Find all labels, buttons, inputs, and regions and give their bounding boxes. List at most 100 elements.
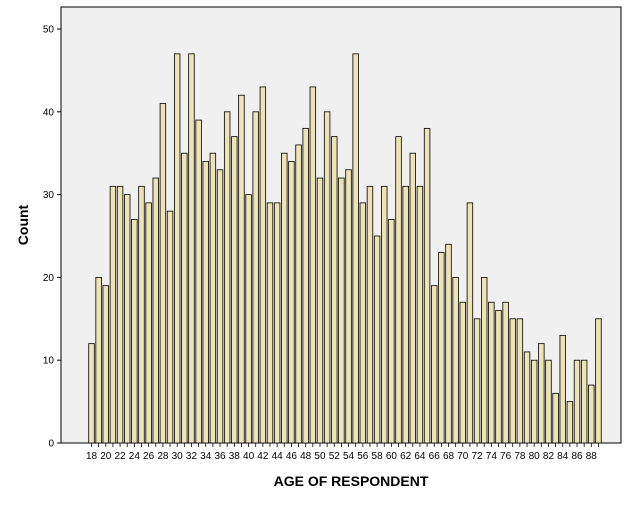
x-tick-label: 34 <box>200 451 212 462</box>
bar-age-36 <box>216 169 224 444</box>
bar-age-22 <box>116 185 124 444</box>
bar-age-85 <box>566 401 574 444</box>
bar-age-50 <box>316 177 324 444</box>
bar-age-47 <box>295 144 302 444</box>
y-axis-title: Count <box>15 204 31 245</box>
x-tick-label: 40 <box>243 451 255 462</box>
bar-age-43 <box>266 202 274 444</box>
bar-age-78 <box>516 318 524 444</box>
bar-age-83 <box>552 392 559 444</box>
x-tick-label: 74 <box>486 451 498 462</box>
x-tick-label: 72 <box>471 451 483 462</box>
bar-age-67 <box>438 252 445 444</box>
bar-age-52 <box>331 136 338 444</box>
x-tick-label: 52 <box>329 451 341 462</box>
bar-age-71 <box>466 202 474 444</box>
bar-age-25 <box>138 185 145 444</box>
bar-age-51 <box>323 111 331 444</box>
x-tick-label: 68 <box>443 451 455 462</box>
bar-age-73 <box>480 276 488 444</box>
x-tick-label: 64 <box>414 451 426 462</box>
bar-age-74 <box>488 301 495 444</box>
bar-age-86 <box>573 359 581 444</box>
bar-age-33 <box>195 119 202 444</box>
bar-age-70 <box>459 301 466 444</box>
bar-age-64 <box>416 185 424 444</box>
bar-age-34 <box>202 161 209 444</box>
x-tick-label: 70 <box>457 451 469 462</box>
bar-age-26 <box>145 202 152 444</box>
bar-age-45 <box>281 152 288 444</box>
bar-age-57 <box>366 185 374 444</box>
x-tick-label: 56 <box>357 451 369 462</box>
x-tick-label: 54 <box>343 451 355 462</box>
bar-age-55 <box>352 53 359 444</box>
bar-age-59 <box>381 185 388 444</box>
x-tick-label: 86 <box>571 451 583 462</box>
bar-age-76 <box>502 301 509 444</box>
bar-age-75 <box>495 310 502 444</box>
y-tick-label: 30 <box>43 190 55 201</box>
bar-age-61 <box>395 136 402 444</box>
bar-age-65 <box>423 127 431 444</box>
bar-age-41 <box>252 111 259 444</box>
bar-age-24 <box>131 219 138 444</box>
bar-age-82 <box>545 359 552 444</box>
bar-age-44 <box>273 202 281 444</box>
x-tick-label: 80 <box>529 451 541 462</box>
bar-age-18 <box>88 343 95 444</box>
x-tick-label: 36 <box>214 451 226 462</box>
x-tick-label: 26 <box>143 451 155 462</box>
x-tick-label: 24 <box>129 451 141 462</box>
bar-age-30 <box>173 53 181 444</box>
bar-age-56 <box>359 202 367 444</box>
bar-age-87 <box>580 359 588 444</box>
bar-age-60 <box>388 219 395 444</box>
bar-age-53 <box>338 177 345 444</box>
y-tick-label: 10 <box>43 356 55 367</box>
x-tick-label: 60 <box>386 451 398 462</box>
bar-age-66 <box>431 285 438 444</box>
bar-age-88 <box>588 384 595 444</box>
bar-age-35 <box>209 152 217 444</box>
bar-age-23 <box>124 194 131 444</box>
bar-age-39 <box>238 94 245 444</box>
x-tick-label: 22 <box>114 451 126 462</box>
x-axis-title: AGE OF RESPONDENT <box>274 473 429 489</box>
x-tick-label: 46 <box>286 451 298 462</box>
bar-age-42 <box>259 86 267 444</box>
bar-age-84 <box>559 334 566 444</box>
x-tick-label: 44 <box>272 451 284 462</box>
bar-age-46 <box>288 161 295 444</box>
y-axis: 0 10 20 30 40 50 <box>43 25 61 450</box>
bar-age-49 <box>309 86 317 444</box>
bar-age-62 <box>402 185 409 444</box>
bar-age-54 <box>345 169 352 444</box>
bar-age-79 <box>523 351 531 444</box>
x-tick-label: 30 <box>172 451 184 462</box>
x-tick-label: 32 <box>186 451 198 462</box>
bar-age-72 <box>473 318 481 444</box>
bar-age-69 <box>452 276 459 444</box>
x-tick-label: 84 <box>557 451 569 462</box>
x-tick-label: 66 <box>429 451 441 462</box>
bar-age-19 <box>95 276 102 444</box>
bar-age-48 <box>302 127 309 444</box>
bar-age-20 <box>102 285 109 444</box>
x-tick-label: 58 <box>372 451 384 462</box>
bar-age-68 <box>445 243 452 444</box>
x-axis: 18 20 22 24 26 28 30 32 34 36 38 40 42 44 46 48 50 52 54 56… <box>86 443 599 462</box>
x-tick-label: 88 <box>586 451 598 462</box>
bar-age-89 <box>595 318 602 444</box>
x-tick-label: 50 <box>314 451 326 462</box>
bar-age-80 <box>530 359 538 444</box>
bar-age-40 <box>245 194 252 444</box>
bar-age-81 <box>538 343 545 444</box>
bar-age-27 <box>152 177 159 444</box>
bar-age-29 <box>166 210 174 444</box>
bar-age-28 <box>159 103 167 444</box>
y-tick-label: 50 <box>43 25 55 36</box>
x-tick-label: 28 <box>157 451 169 462</box>
